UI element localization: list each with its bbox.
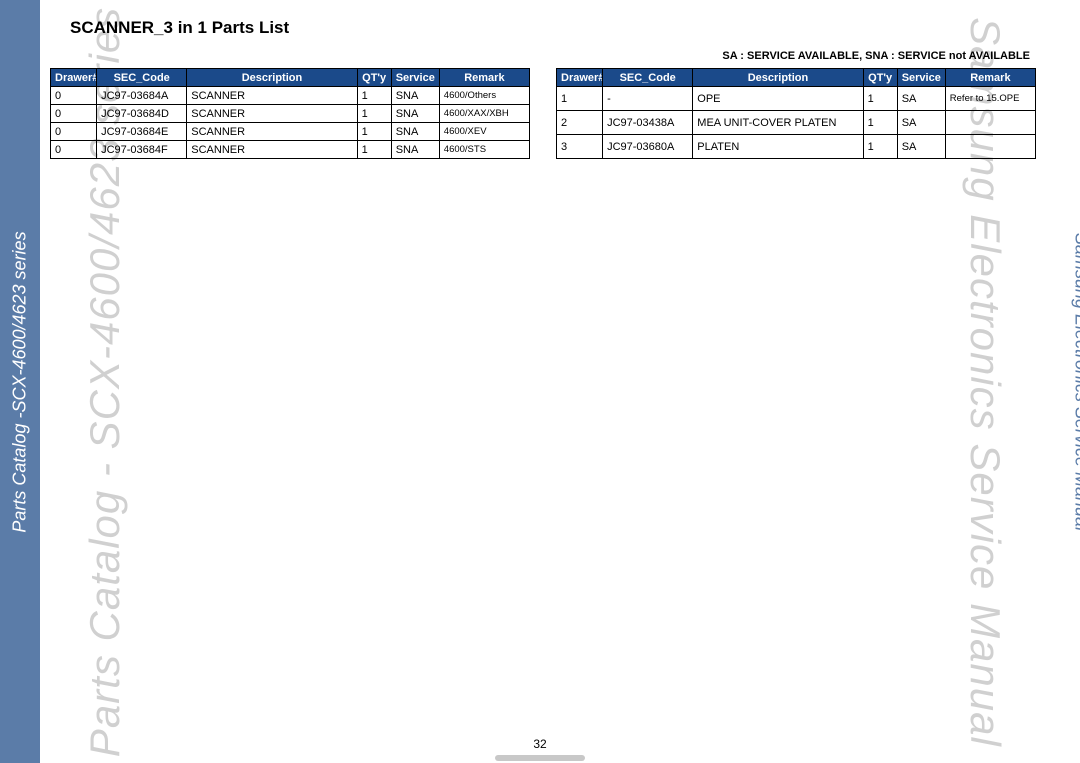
table-cell: MEA UNIT-COVER PLATEN <box>693 111 863 135</box>
tables-container: Drawer#SEC_CodeDescriptionQT'yServiceRem… <box>50 68 1040 159</box>
table-row: 3JC97-03680APLATEN1SA <box>557 135 1036 159</box>
table-cell: 1 <box>863 111 897 135</box>
table-cell: OPE <box>693 87 863 111</box>
parts-table-left: Drawer#SEC_CodeDescriptionQT'yServiceRem… <box>50 68 530 159</box>
table-cell: 0 <box>51 87 97 105</box>
table-cell: SA <box>897 87 945 111</box>
table-cell: 1 <box>357 105 391 123</box>
table-cell: SCANNER <box>187 141 357 159</box>
table-cell: 1 <box>357 141 391 159</box>
table-cell: 4600/STS <box>439 141 529 159</box>
table-header-row: Drawer#SEC_CodeDescriptionQT'yServiceRem… <box>557 69 1036 87</box>
table-cell: SCANNER <box>187 123 357 141</box>
column-header: SEC_Code <box>603 69 693 87</box>
table-cell: 1 <box>863 87 897 111</box>
table-cell: SNA <box>391 141 439 159</box>
column-header: Description <box>693 69 863 87</box>
table-cell: SA <box>897 135 945 159</box>
column-header: QT'y <box>357 69 391 87</box>
table-cell: 4600/XAX/XBH <box>439 105 529 123</box>
table-row: 2JC97-03438AMEA UNIT-COVER PLATEN1SA <box>557 111 1036 135</box>
table-cell: 4600/XEV <box>439 123 529 141</box>
table-row: 0JC97-03684FSCANNER1SNA4600/STS <box>51 141 530 159</box>
column-header: Remark <box>945 69 1035 87</box>
table-row: 1-OPE1SARefer to 15.OPE <box>557 87 1036 111</box>
scrollbar-thumb[interactable] <box>495 755 585 761</box>
document-page: Parts Catalog -SCX-4600/4623 series Part… <box>0 0 1080 763</box>
table-cell: SNA <box>391 123 439 141</box>
table-cell: JC97-03680A <box>603 135 693 159</box>
table-header-row: Drawer#SEC_CodeDescriptionQT'yServiceRem… <box>51 69 530 87</box>
column-header: Drawer# <box>557 69 603 87</box>
right-sidebar-label: Samsung Electronics Service Manual <box>1070 232 1080 530</box>
column-header: Drawer# <box>51 69 97 87</box>
table-cell: SNA <box>391 105 439 123</box>
page-number: 32 <box>533 737 546 751</box>
column-header: Description <box>187 69 357 87</box>
table-cell: SNA <box>391 87 439 105</box>
table-cell: JC97-03684D <box>97 105 187 123</box>
table-cell: JC97-03684A <box>97 87 187 105</box>
table-cell: 0 <box>51 105 97 123</box>
table-row: 0JC97-03684ESCANNER1SNA4600/XEV <box>51 123 530 141</box>
table-cell: SCANNER <box>187 87 357 105</box>
column-header: QT'y <box>863 69 897 87</box>
table-cell: PLATEN <box>693 135 863 159</box>
table-row: 0JC97-03684ASCANNER1SNA4600/Others <box>51 87 530 105</box>
left-sidebar-label: Parts Catalog -SCX-4600/4623 series <box>10 231 31 532</box>
service-legend: SA : SERVICE AVAILABLE, SNA : SERVICE no… <box>50 50 1030 62</box>
column-header: SEC_Code <box>97 69 187 87</box>
table-cell: JC97-03438A <box>603 111 693 135</box>
table-cell: Refer to 15.OPE <box>945 87 1035 111</box>
table-cell: 1 <box>557 87 603 111</box>
table-cell: JC97-03684F <box>97 141 187 159</box>
table-cell: 1 <box>357 87 391 105</box>
page-title: SCANNER_3 in 1 Parts List <box>70 18 1040 38</box>
table-cell: 1 <box>357 123 391 141</box>
table-cell: - <box>603 87 693 111</box>
table-cell: 0 <box>51 141 97 159</box>
table-cell: 2 <box>557 111 603 135</box>
table-cell: 3 <box>557 135 603 159</box>
column-header: Service <box>897 69 945 87</box>
table-cell: 0 <box>51 123 97 141</box>
parts-table-right: Drawer#SEC_CodeDescriptionQT'yServiceRem… <box>556 68 1036 159</box>
content-area: SCANNER_3 in 1 Parts List SA : SERVICE A… <box>50 18 1040 159</box>
table-cell: 1 <box>863 135 897 159</box>
left-sidebar: Parts Catalog -SCX-4600/4623 series <box>0 0 40 763</box>
column-header: Remark <box>439 69 529 87</box>
table-cell: JC97-03684E <box>97 123 187 141</box>
column-header: Service <box>391 69 439 87</box>
table-cell: 4600/Others <box>439 87 529 105</box>
table-cell: SA <box>897 111 945 135</box>
table-cell <box>945 111 1035 135</box>
table-cell: SCANNER <box>187 105 357 123</box>
table-cell <box>945 135 1035 159</box>
table-row: 0JC97-03684DSCANNER1SNA4600/XAX/XBH <box>51 105 530 123</box>
